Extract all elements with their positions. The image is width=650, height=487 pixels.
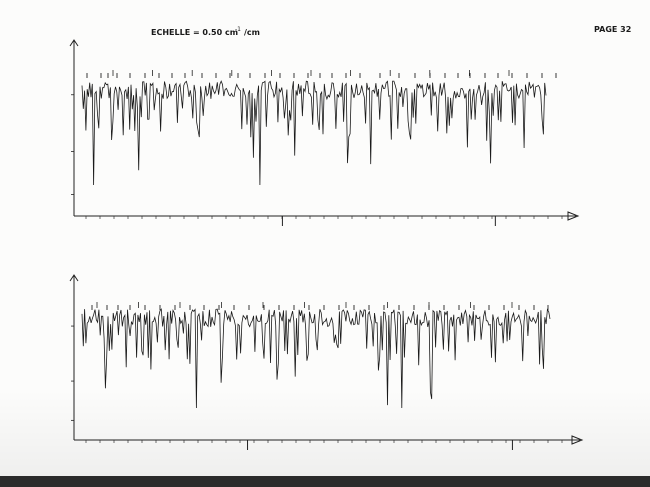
spectrum-panel-top — [69, 39, 580, 226]
scale-unit: /cm — [244, 28, 260, 37]
scale-label: ECHELLE = 0.50 cm — [151, 28, 238, 37]
spectrum-panel-bottom — [69, 274, 584, 450]
spectrum-trace — [81, 308, 551, 409]
x-axis-arrow — [571, 435, 584, 445]
x-axis-arrow — [567, 211, 580, 221]
scale-caption: ECHELLE = 0.50 cm -1 /cm — [151, 26, 260, 37]
y-axis-arrow — [69, 39, 79, 47]
scale-superscript: -1 — [235, 26, 241, 33]
page-number: PAGE 32 — [594, 25, 631, 34]
page-bottom-edge — [0, 476, 650, 487]
y-axis-arrow — [69, 274, 79, 282]
spectrum-trace — [81, 80, 547, 186]
